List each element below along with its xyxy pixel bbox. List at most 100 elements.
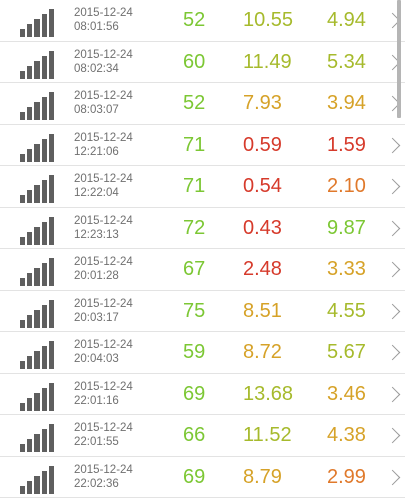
scrollbar[interactable] [397, 0, 401, 118]
signal-bars-icon [20, 215, 56, 245]
signal-bar [48, 341, 54, 369]
signal-bar [20, 361, 26, 369]
value-3: 9.87 [327, 216, 366, 239]
signal-bar [34, 351, 40, 369]
list-item[interactable]: 2015-12-24 08:02:34 60 11.49 5.34 [0, 42, 405, 83]
date-text: 2015-12-24 [74, 173, 133, 185]
signal-bar [41, 138, 47, 162]
value-2: 10.55 [243, 9, 294, 31]
signal-bar [34, 226, 40, 245]
signal-bar [41, 14, 47, 37]
signal-bars-icon [20, 49, 56, 79]
chevron-right-icon[interactable] [384, 469, 401, 485]
signal-bar [27, 397, 33, 411]
list-item[interactable]: 2015-12-24 08:01:56 52 10.55 4.94 [0, 0, 405, 42]
signal-bar [41, 304, 47, 328]
signal-bars-icon [20, 90, 56, 120]
value-2: 11.49 [243, 50, 292, 73]
signal-bar [41, 55, 47, 79]
date-text: 2015-12-24 [74, 48, 133, 61]
signal-bar [34, 309, 40, 328]
signal-bar [27, 65, 33, 79]
value-3: 4.38 [327, 424, 366, 446]
signal-bar [20, 70, 26, 79]
value-2: 8.79 [243, 465, 282, 488]
chevron-right-icon[interactable] [384, 178, 401, 195]
time-text: 08:03:07 [74, 104, 119, 116]
signal-bar [34, 185, 40, 203]
list-item[interactable]: 2015-12-24 20:01:28 67 2.48 3.33 [0, 249, 405, 291]
signal-bars-icon [20, 298, 56, 328]
value-2: 13.68 [243, 382, 294, 405]
chevron-right-icon[interactable] [384, 427, 401, 444]
chevron-right-icon[interactable] [384, 261, 401, 278]
time-text: 20:01:28 [74, 270, 119, 282]
value-1: 60 [183, 50, 206, 73]
time-text: 22:02:36 [74, 477, 119, 490]
signal-bar [27, 356, 33, 369]
signal-bar [41, 470, 47, 494]
signal-bar [41, 180, 47, 203]
signal-bar [41, 387, 47, 411]
signal-bar [48, 175, 54, 203]
time-text: 12:21:06 [74, 145, 119, 158]
signal-bar [27, 314, 33, 328]
chevron-right-icon[interactable] [384, 386, 401, 402]
value-1: 66 [183, 424, 206, 446]
chevron-right-icon[interactable] [384, 303, 401, 319]
signal-bar [34, 143, 40, 162]
list-item[interactable]: 2015-12-24 22:02:36 69 8.79 2.99 [0, 457, 405, 498]
value-1: 72 [183, 216, 206, 239]
signal-bars-icon [20, 422, 56, 452]
value-1: 59 [183, 341, 206, 363]
chevron-right-icon[interactable] [384, 220, 401, 236]
timestamp: 2015-12-24 22:01:16 [74, 380, 133, 408]
list-item[interactable]: 2015-12-24 12:23:13 72 0.43 9.87 [0, 208, 405, 249]
value-3: 2.10 [327, 175, 366, 197]
signal-bar [48, 216, 54, 245]
signal-bar [41, 221, 47, 245]
date-text: 2015-12-24 [74, 90, 133, 102]
list-item[interactable]: 2015-12-24 20:03:17 75 8.51 4.55 [0, 291, 405, 332]
signal-bar [20, 29, 26, 37]
value-1: 71 [183, 133, 206, 156]
value-1: 52 [183, 92, 206, 114]
signal-bar [34, 475, 40, 494]
signal-bar [48, 50, 54, 79]
date-text: 2015-12-24 [74, 131, 133, 144]
list-item[interactable]: 2015-12-24 08:03:07 52 7.93 3.94 [0, 83, 405, 125]
list-item[interactable]: 2015-12-24 20:04:03 59 8.72 5.67 [0, 332, 405, 374]
signal-bar [41, 97, 47, 120]
signal-bar [20, 319, 26, 328]
signal-bar [34, 102, 40, 120]
signal-bars-icon [20, 381, 56, 411]
list-item[interactable]: 2015-12-24 12:21:06 71 0.59 1.59 [0, 125, 405, 166]
signal-bar [20, 485, 26, 494]
timestamp: 2015-12-24 20:03:17 [74, 297, 133, 325]
signal-bar [20, 402, 26, 411]
timestamp: 2015-12-24 12:23:13 [74, 214, 133, 242]
date-text: 2015-12-24 [74, 297, 133, 310]
time-text: 20:04:03 [74, 353, 119, 365]
value-3: 3.33 [327, 258, 366, 280]
value-3: 2.99 [327, 465, 366, 488]
signal-bar [20, 195, 26, 203]
chevron-right-icon[interactable] [384, 344, 401, 361]
list-item[interactable]: 2015-12-24 22:01:55 66 11.52 4.38 [0, 415, 405, 457]
value-1: 69 [183, 382, 206, 405]
value-2: 2.48 [243, 258, 282, 280]
date-text: 2015-12-24 [74, 256, 133, 268]
value-2: 8.51 [243, 299, 282, 322]
signal-bar [41, 263, 47, 286]
signal-bar [48, 299, 54, 328]
timestamp: 2015-12-24 12:21:06 [74, 131, 133, 159]
date-text: 2015-12-24 [74, 380, 133, 393]
value-3: 4.55 [327, 299, 366, 322]
time-text: 12:23:13 [74, 228, 119, 241]
list-item[interactable]: 2015-12-24 12:22:04 71 0.54 2.10 [0, 166, 405, 208]
time-text: 22:01:16 [74, 394, 119, 407]
value-2: 0.54 [243, 175, 282, 197]
list-item[interactable]: 2015-12-24 22:01:16 69 13.68 3.46 [0, 374, 405, 415]
chevron-right-icon[interactable] [384, 137, 401, 153]
